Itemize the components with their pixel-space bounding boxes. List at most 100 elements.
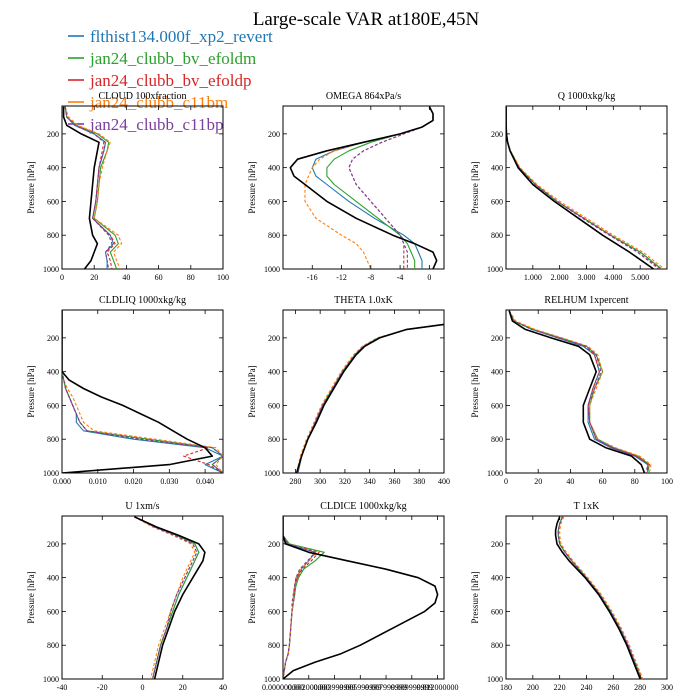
series-line xyxy=(295,323,444,473)
y-tick-label: 200 xyxy=(47,130,59,139)
x-tick-label: 360 xyxy=(388,477,400,486)
x-tick-label: 400 xyxy=(438,477,450,486)
x-tick-label: 80 xyxy=(187,273,195,282)
y-tick-label: 800 xyxy=(268,231,280,240)
y-tick-label: 400 xyxy=(268,368,280,377)
series-line xyxy=(297,323,444,473)
series-line xyxy=(134,516,198,679)
x-tick-label: 4.000 xyxy=(604,273,622,282)
x-tick-label: 20 xyxy=(179,683,187,692)
series-line xyxy=(134,516,200,679)
panel-title: U 1xm/s xyxy=(125,501,159,512)
panel-6: U 1xm/s 200 400 600 800 1000-40 -20 0 20 40 Pressu… xyxy=(26,501,227,692)
y-tick-label: 400 xyxy=(47,368,59,377)
x-tick-label: -12 xyxy=(336,273,347,282)
y-axis-label: Pressure [hPa] xyxy=(26,161,36,213)
panel-title: RELHUM 1xpercent xyxy=(544,295,628,306)
series-line xyxy=(283,516,320,679)
y-tick-label: 400 xyxy=(491,164,503,173)
x-tick-label: -16 xyxy=(307,273,318,282)
series-line xyxy=(506,106,661,269)
y-tick-label: 800 xyxy=(268,435,280,444)
series-line xyxy=(557,516,643,679)
series-line xyxy=(64,106,113,269)
legend-entry: jan24_clubb_c11bp xyxy=(89,115,223,134)
x-tick-label: 0.007999999 xyxy=(365,683,407,692)
y-tick-label: 600 xyxy=(47,401,59,410)
series-line xyxy=(297,323,444,473)
plot-frame xyxy=(505,105,668,270)
plot-frame xyxy=(505,515,668,680)
x-tick-label: 0.009999999 xyxy=(391,683,433,692)
x-tick-label: 0.010 xyxy=(89,477,107,486)
legend-entry: jan24_clubb_bv_efoldm xyxy=(89,49,256,68)
x-tick-label: 60 xyxy=(599,477,607,486)
legend: flthist134.000f_xp2_revert jan24_clubb_bv… xyxy=(68,27,273,134)
x-tick-label: 280 xyxy=(634,683,646,692)
plot-frame xyxy=(61,309,224,474)
x-tick-label: 40 xyxy=(566,477,574,486)
series-line xyxy=(283,516,325,679)
y-tick-label: 200 xyxy=(491,334,503,343)
legend-entry: jan24_clubb_bv_efoldp xyxy=(89,71,251,90)
panel-title: CLOUD 100xfraction xyxy=(98,91,186,102)
x-tick-label: 20 xyxy=(534,477,542,486)
panel-title: CLDICE 1000xkg/kg xyxy=(320,501,406,512)
y-tick-label: 1000 xyxy=(264,675,280,684)
y-tick-label: 600 xyxy=(491,607,503,616)
y-tick-label: 200 xyxy=(491,540,503,549)
series-line xyxy=(348,106,434,269)
y-tick-label: 200 xyxy=(268,334,280,343)
legend-entry: jan24_clubb_c11bm xyxy=(89,93,228,112)
x-tick-label: -20 xyxy=(97,683,108,692)
y-axis-label: Pressure [hPa] xyxy=(26,571,36,623)
y-tick-label: 1000 xyxy=(43,675,59,684)
y-tick-label: 400 xyxy=(268,574,280,583)
series-line xyxy=(506,106,660,269)
x-tick-label: 5.000 xyxy=(631,273,649,282)
panel-title: T 1xK xyxy=(574,501,600,512)
series-line xyxy=(508,310,652,473)
x-tick-label: 100 xyxy=(217,273,229,282)
y-tick-label: 800 xyxy=(491,641,503,650)
series-line xyxy=(311,106,434,269)
series-line xyxy=(64,106,119,269)
x-tick-label: 0.005999999 xyxy=(339,683,381,692)
panel-title: CLDLIQ 1000xkg/kg xyxy=(99,295,186,306)
x-tick-label: 180 xyxy=(500,683,512,692)
x-tick-label: 200 xyxy=(527,683,539,692)
y-tick-label: 200 xyxy=(268,130,280,139)
y-axis-label: Pressure [hPa] xyxy=(247,365,257,417)
x-tick-label: 0.002000000 xyxy=(288,683,330,692)
plot-frame xyxy=(61,515,224,680)
x-tick-label: -4 xyxy=(397,273,404,282)
series-line xyxy=(297,323,444,473)
x-tick-label: 280 xyxy=(289,477,301,486)
x-tick-label: 260 xyxy=(607,683,619,692)
y-axis-label: Pressure [hPa] xyxy=(247,571,257,623)
series-line xyxy=(506,106,662,269)
series-line xyxy=(62,106,100,269)
series-line xyxy=(304,106,434,269)
plot-frame xyxy=(282,105,445,270)
x-tick-label: 0 xyxy=(427,273,431,282)
x-tick-label: 0 xyxy=(504,477,508,486)
x-tick-label: 0.020 xyxy=(125,477,143,486)
x-tick-label: -40 xyxy=(57,683,68,692)
y-tick-label: 1000 xyxy=(264,265,280,274)
series-line xyxy=(508,310,650,473)
y-tick-label: 400 xyxy=(47,574,59,583)
x-tick-label: 0.000 xyxy=(53,477,71,486)
x-tick-label: 320 xyxy=(339,477,351,486)
series-line xyxy=(297,323,444,473)
series-line xyxy=(508,310,646,473)
panel-title: THETA 1.0xK xyxy=(334,295,393,306)
y-tick-label: 1000 xyxy=(43,469,59,478)
x-tick-label: 80 xyxy=(631,477,639,486)
x-tick-label: 300 xyxy=(661,683,673,692)
y-tick-label: 400 xyxy=(47,164,59,173)
y-tick-label: 1000 xyxy=(43,265,59,274)
series-line xyxy=(508,310,649,473)
plot-frame xyxy=(282,309,445,474)
